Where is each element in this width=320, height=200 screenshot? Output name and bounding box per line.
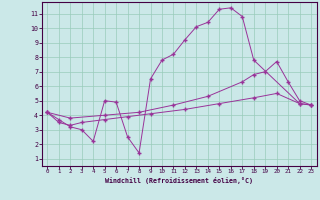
X-axis label: Windchill (Refroidissement éolien,°C): Windchill (Refroidissement éolien,°C) [105,177,253,184]
